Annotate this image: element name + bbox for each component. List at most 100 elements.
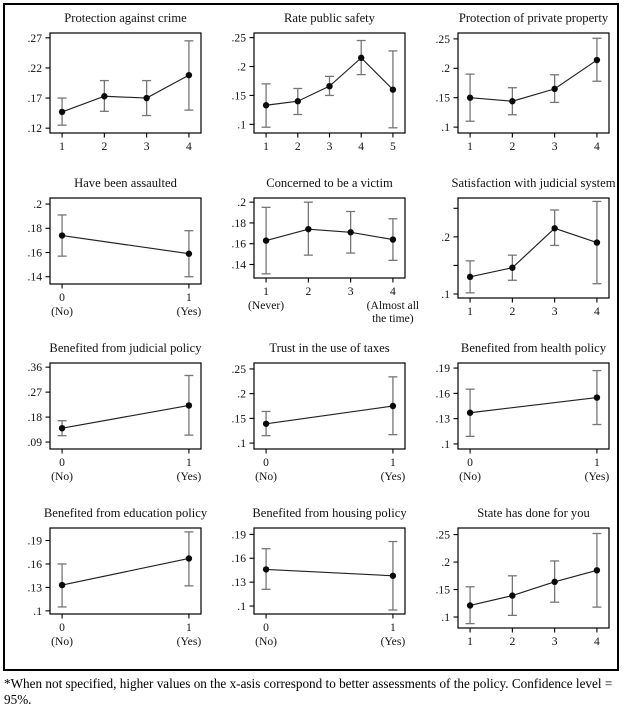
- y-axis-tick-label: .25: [232, 363, 247, 376]
- chart-title: Trust in the use of taxes: [269, 341, 389, 355]
- y-axis-tick-label: .1: [441, 288, 450, 301]
- y-axis-tick-label: .14: [28, 271, 43, 284]
- subplot-canvas: Protection of private property .1 .15 .2 .25…: [436, 11, 610, 153]
- chart-title: Benefited from education policy: [44, 506, 208, 520]
- x-axis-tick-label: 0: [59, 291, 65, 304]
- x-axis-tick-label: 3: [327, 140, 333, 153]
- subplot-canvas: Satisfaction with judicial system .1 .2 1 2 3…: [441, 176, 615, 318]
- subplot-canvas: Trust in the use of taxes .1 .15 .2 .25 0(No)…: [232, 341, 406, 483]
- x-axis-tick-label: 0: [467, 456, 473, 469]
- x-axis-tick-label: 2: [101, 140, 107, 153]
- y-axis-tick-label: .25: [436, 33, 451, 46]
- chart-title: Protection of private property: [459, 11, 609, 25]
- data-point: [347, 229, 354, 236]
- y-axis-tick-label: .2: [237, 196, 246, 209]
- x-axis-sublabel: (Yes): [381, 470, 406, 483]
- x-axis-sublabel: (No): [255, 470, 277, 483]
- data-point: [262, 102, 270, 109]
- data-point: [262, 420, 270, 427]
- subplot-canvas: Benefited from education policy .1 .13 .16.…: [28, 506, 208, 648]
- chart-title: Benefited from judicial policy: [49, 341, 202, 355]
- y-axis-tick-label: .36: [28, 361, 43, 374]
- y-axis-tick-label: .15: [436, 92, 451, 105]
- x-axis-tick-label: 3: [552, 305, 558, 318]
- x-axis-tick-label: 2: [509, 305, 515, 318]
- x-axis-sublabel: (Yes): [177, 470, 202, 483]
- x-axis-tick-label: 1: [467, 140, 473, 153]
- x-axis-tick-label: 1: [263, 140, 269, 153]
- data-point: [326, 82, 333, 90]
- y-axis-tick-label: .15: [232, 412, 247, 425]
- y-axis-tick-label: .1: [441, 121, 450, 134]
- chart-board: Protection against crime .12.17.22.27 1 2 3 4…: [3, 3, 619, 671]
- data-point: [509, 98, 516, 105]
- y-axis-tick-label: .27: [28, 386, 43, 399]
- y-axis-tick-label: .19: [28, 534, 43, 547]
- y-axis-tick-label: .16: [436, 387, 451, 400]
- y-axis-tick-label: .15: [232, 89, 247, 102]
- y-axis-tick-label: .16: [232, 238, 247, 251]
- x-axis-sublabel: the time): [372, 312, 414, 325]
- data-point: [143, 94, 150, 102]
- data-point: [185, 250, 193, 257]
- data-point: [509, 592, 516, 599]
- data-point: [593, 239, 601, 246]
- subplot-protection-of-private-property: Protection of private property .1 .15 .2 .25…: [414, 7, 618, 172]
- trend-line: [61, 404, 190, 429]
- subplot-benefited-from-judicial-policy: Benefited from judicial policy .09 .18 .27.…: [6, 337, 210, 502]
- subplot-canvas: State has done for you .1 .15 .2 .25 1 2 3 4: [436, 506, 610, 648]
- y-axis-tick-label: .09: [28, 436, 43, 449]
- x-axis-tick-label: 4: [594, 635, 600, 648]
- x-axis-tick-label: 0: [263, 621, 269, 634]
- chart-title: Protection against crime: [64, 11, 187, 25]
- y-axis-tick-label: .18: [232, 217, 247, 230]
- y-axis-tick-label: .2: [441, 556, 450, 569]
- plot-frame: [457, 197, 610, 299]
- trend-line: [265, 228, 394, 242]
- x-axis-tick-label: 5: [390, 140, 396, 153]
- plot-frame: [253, 362, 406, 450]
- plot-frame: [49, 197, 202, 285]
- y-axis-tick-label: .15: [436, 583, 451, 596]
- x-axis-tick-label: 3: [552, 635, 558, 648]
- x-axis-sublabel: (No): [51, 635, 73, 648]
- x-axis-sublabel: (Yes): [585, 470, 610, 483]
- y-axis-tick-label: .13: [232, 576, 247, 589]
- x-axis-sublabel: (No): [51, 470, 73, 483]
- y-axis-tick-label: .1: [441, 611, 450, 624]
- y-axis-tick-label: .12: [28, 122, 43, 135]
- x-axis-tick-label: 0: [59, 456, 65, 469]
- x-axis-tick-label: 3: [552, 140, 558, 153]
- y-axis-tick-label: .1: [237, 600, 246, 613]
- subplot-protection-against-crime: Protection against crime .12 .17 .22 .27 1 2 3 4: [6, 7, 210, 172]
- plot-frame: [49, 362, 202, 450]
- x-axis-tick-label: 1: [467, 305, 473, 318]
- subplot-rate-public-safety: Rate public safety .1 .15 .2 .25 1 2 3 4 5: [210, 7, 414, 172]
- trend-line: [266, 405, 393, 425]
- x-axis-sublabel: (No): [51, 305, 73, 318]
- subplot-concerned-to-be-a-victim: Concerned to be a victim .14 .16 .18 .2 1 (Nev…: [210, 172, 420, 337]
- subplot-trust-in-the-use-of-taxes: Trust in the use of taxes .1 .15 .2 .25 0 (No)…: [210, 337, 414, 502]
- x-axis-tick-label: 0: [59, 621, 65, 634]
- data-point: [593, 394, 601, 401]
- x-axis-tick-label: 1: [186, 621, 192, 634]
- trend-line: [266, 568, 393, 577]
- x-axis-tick-label: 2: [509, 140, 515, 153]
- data-point: [466, 94, 474, 101]
- chart-title: Benefited from health policy: [461, 341, 607, 355]
- chart-title: Concerned to be a victim: [266, 176, 393, 190]
- x-axis-tick-label: 1: [186, 291, 192, 304]
- data-point: [305, 225, 312, 233]
- subplot-state-has-done-for-you: State has done for you .1 .15 .2 .25 1 2 3 4: [414, 502, 618, 667]
- y-axis-tick-label: .1: [33, 605, 42, 618]
- data-point: [551, 578, 558, 586]
- subplot-canvas: Protection against crime .12 .17 .22 .27 1 2 3 4: [28, 11, 202, 153]
- trend-line: [469, 227, 598, 278]
- x-axis-tick-label: 3: [144, 140, 150, 153]
- data-point: [58, 424, 66, 432]
- x-axis-tick-label: 4: [390, 285, 396, 298]
- data-point: [185, 402, 193, 409]
- subplot-canvas: Have been assaulted .14 .16 .18 .2 0(No) 1(Yes…: [28, 176, 202, 318]
- data-point: [466, 602, 474, 609]
- subplot-satisfaction-with-judicial-system: Satisfaction with judicial system .1 .2 1 2 3…: [414, 172, 618, 337]
